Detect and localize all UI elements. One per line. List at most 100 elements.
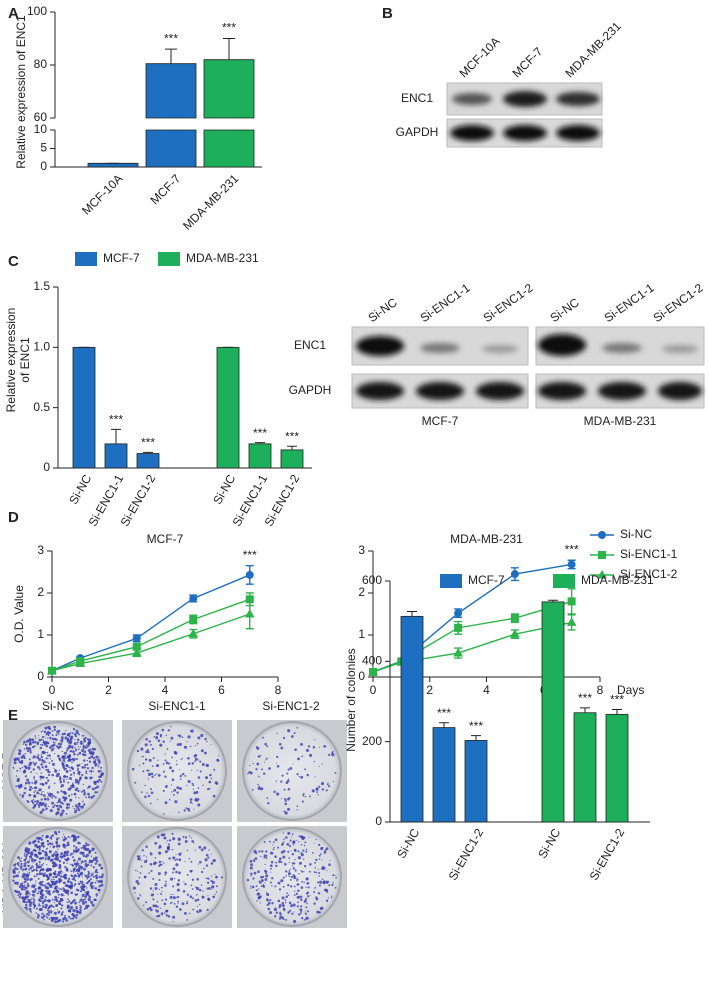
colony: [96, 871, 99, 874]
colony: [292, 763, 294, 765]
colony: [62, 843, 65, 846]
colony: [293, 921, 295, 923]
colony: [145, 901, 148, 904]
colony: [72, 849, 76, 853]
colony: [188, 858, 191, 860]
colony: [35, 836, 39, 840]
colony: [289, 845, 292, 848]
colony: [41, 765, 44, 769]
colony: [51, 843, 54, 846]
lane-label: Si-NC: [548, 295, 583, 325]
colony: [281, 916, 285, 920]
colony: [62, 920, 65, 923]
colony: [63, 916, 67, 920]
colony: [158, 851, 160, 854]
colony: [317, 794, 319, 796]
colony: [193, 791, 197, 795]
colony: [64, 736, 68, 740]
colony: [66, 755, 70, 759]
colony: [36, 845, 39, 848]
colony: [76, 872, 79, 875]
colony: [208, 887, 211, 890]
colony: [32, 757, 34, 759]
colony: [285, 895, 288, 898]
colony: [30, 851, 34, 855]
colony: [41, 900, 45, 903]
colony: [72, 758, 75, 761]
bar: [87, 162, 139, 168]
colony: [212, 859, 215, 862]
colony: [54, 871, 56, 873]
colony: [288, 911, 290, 913]
colony: [73, 859, 76, 862]
colony: [15, 775, 18, 777]
plate: [127, 721, 227, 821]
colony: [165, 841, 168, 843]
colony: [190, 870, 193, 872]
colony: [296, 878, 299, 881]
colony: [94, 862, 98, 865]
colony: [33, 781, 37, 785]
colony: [139, 872, 142, 874]
colony: [26, 852, 30, 855]
colony: [176, 858, 179, 861]
colony: [301, 870, 304, 873]
colony: [77, 874, 81, 878]
colony: [23, 882, 25, 884]
colony: [313, 891, 315, 894]
colony: [301, 800, 304, 803]
colony: [76, 862, 78, 864]
colony: [57, 799, 61, 803]
lane-label: Si-ENC1-1: [418, 281, 473, 326]
colony: [74, 838, 78, 841]
colony: [192, 784, 195, 787]
colony: [305, 848, 308, 851]
bar: [72, 346, 96, 469]
colony: [135, 880, 139, 884]
colony: [291, 833, 294, 835]
colony: [278, 917, 281, 920]
colony: [90, 750, 93, 754]
colony: [138, 876, 141, 879]
colony: [31, 840, 36, 844]
colony: [214, 893, 216, 896]
colony: [23, 852, 26, 855]
colony: [67, 898, 69, 901]
colony: [140, 747, 144, 751]
colony: [16, 867, 19, 871]
legend-swatch: [158, 252, 180, 266]
colony: [328, 753, 331, 757]
colony-column-label: Si-NC: [42, 699, 74, 713]
colony: [307, 910, 310, 913]
colony: [167, 915, 171, 918]
colony: [156, 915, 159, 918]
colony: [284, 899, 287, 901]
colony: [41, 880, 44, 883]
colony: [190, 884, 193, 887]
colony: [81, 800, 84, 803]
error-bar: [612, 709, 622, 715]
colony: [162, 789, 165, 792]
legend-label: MCF-7: [103, 251, 140, 265]
colony: [52, 743, 56, 747]
colony: [159, 733, 163, 737]
lane-label: MDA-MB-231: [562, 19, 624, 81]
colony: [52, 861, 55, 865]
colony: [25, 854, 28, 857]
colony: [70, 773, 73, 776]
colony: [300, 853, 304, 857]
colony: [176, 896, 178, 899]
colony: [47, 796, 49, 798]
colony: [274, 838, 278, 842]
colony: [27, 765, 29, 767]
blot-row-label: GAPDH: [396, 125, 439, 139]
bar: [145, 63, 197, 168]
colony: [95, 874, 98, 878]
colony: [52, 738, 55, 741]
colony: [25, 739, 30, 743]
colony: [36, 773, 38, 775]
colony: [300, 912, 302, 914]
colony: [289, 766, 293, 770]
bar: [248, 443, 272, 469]
colony: [58, 919, 62, 922]
